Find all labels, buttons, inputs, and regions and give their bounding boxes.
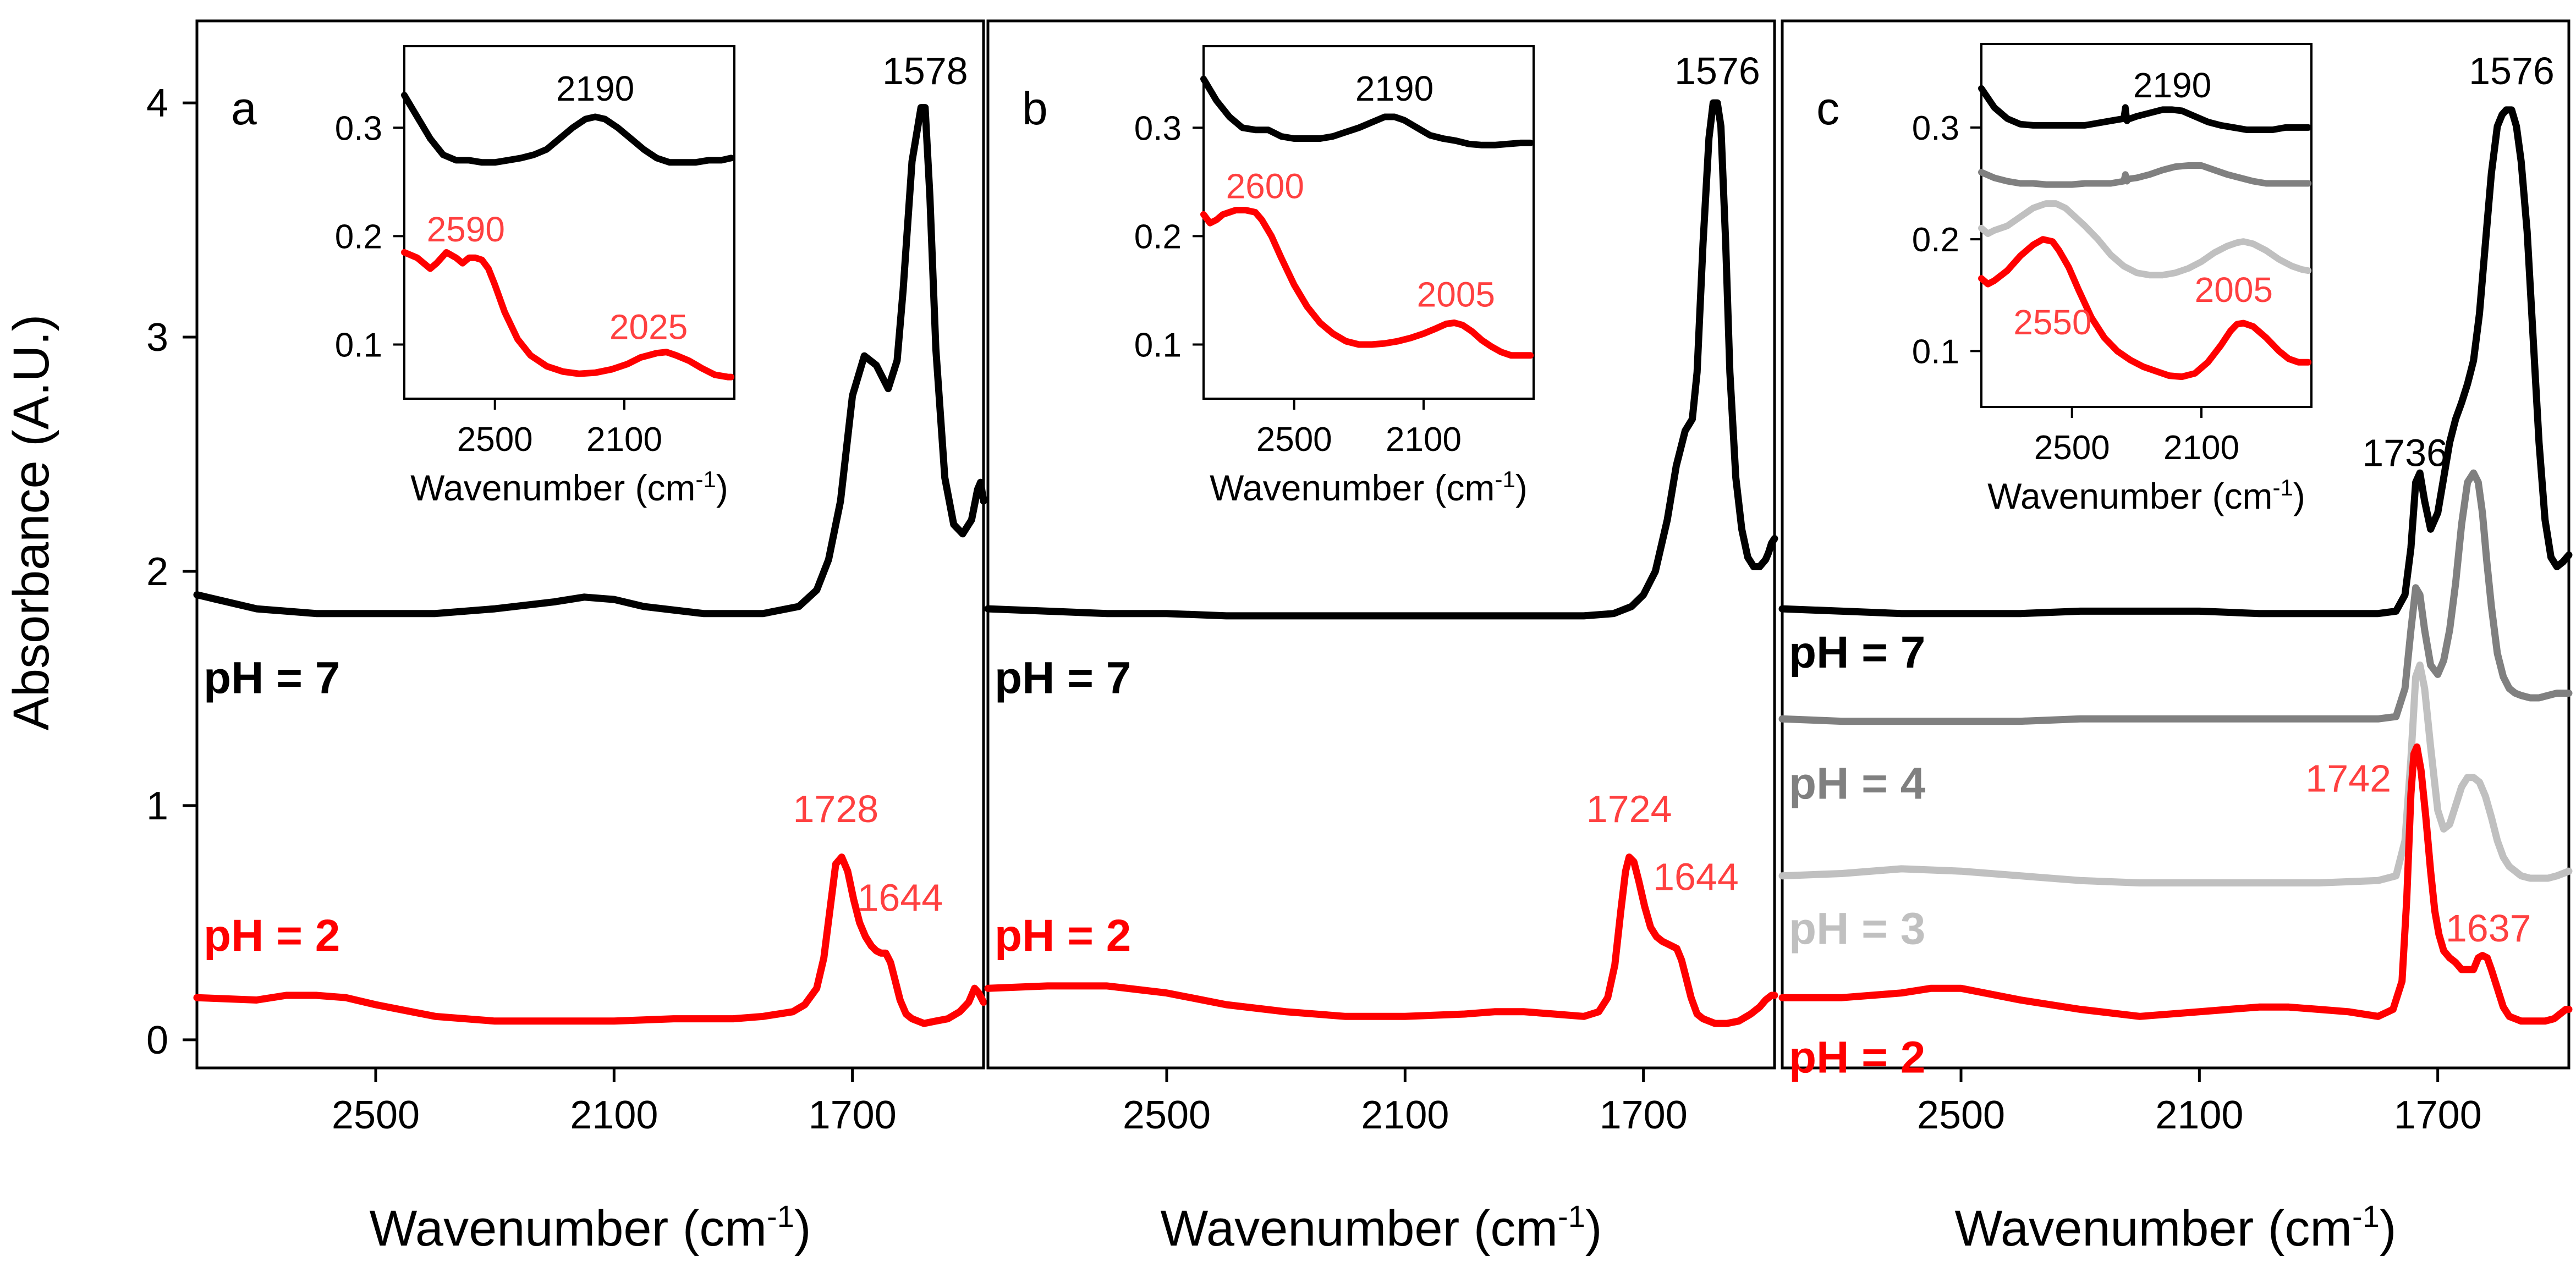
- inset-x-tick-label: 2100: [2163, 429, 2239, 467]
- panels-group: 2500 2100 1700 0 1 2 3 4 Wavenumber (cm-1) a pH = …: [146, 19, 2573, 1257]
- inset-series-line-pH4: [1978, 162, 2312, 188]
- inset-y-tick-label: 0.3: [1912, 109, 1959, 147]
- inset-a: 2500 2100 0.1 0.2 0.3 Wavenumber (cm-1) 2190 25…: [335, 45, 735, 508]
- ph-label: pH = 2: [1789, 1033, 1925, 1083]
- peak-label: 1728: [793, 787, 878, 830]
- series-line-pH2: [984, 853, 1778, 1027]
- peak-label: 1724: [1586, 787, 1672, 830]
- ph-label: pH = 2: [995, 911, 1131, 961]
- panel-letter: c: [1816, 82, 1839, 134]
- ph-label: pH = 7: [1789, 627, 1925, 677]
- inset-x-tick-label: 2100: [1386, 421, 1462, 459]
- inset-x-tick-label: 2500: [457, 421, 533, 459]
- inset-x-axis-title: Wavenumber (cm-1): [1987, 475, 2305, 516]
- panel-letter: a: [231, 82, 257, 134]
- inset-peak-label: 2190: [2133, 65, 2211, 105]
- panel-b: 2500 2100 1700 Wavenumber (cm-1) b pH = 7 pH =…: [984, 19, 1778, 1257]
- inset-peak-label: 2190: [556, 69, 634, 108]
- panel-letter: b: [1022, 82, 1048, 134]
- ph-label: pH = 7: [995, 653, 1131, 703]
- x-tick-label: 2100: [1361, 1093, 1449, 1137]
- inset-y-tick-label: 0.2: [1134, 218, 1182, 256]
- inset-y-tick-label: 0.3: [1134, 109, 1182, 147]
- panel-frame: [1781, 19, 2570, 1070]
- inset-frame: [1980, 43, 2313, 408]
- inset-peak-label: 2025: [609, 307, 688, 347]
- inset-peak-label: 2600: [1226, 166, 1304, 206]
- peak-label: 1644: [1653, 855, 1739, 898]
- series-line-pH4: [1778, 469, 2573, 725]
- inset-y-tick-label: 0.1: [1912, 333, 1959, 371]
- inset-frame: [403, 45, 735, 400]
- ph-label: pH = 3: [1789, 904, 1925, 954]
- y-axis-title: Absorbance (A.U.): [3, 315, 59, 731]
- x-tick-label: 2500: [1123, 1093, 1211, 1137]
- inset-y-tick-label: 0.1: [1134, 326, 1182, 364]
- inset-series-line-pH2: [1200, 207, 1534, 359]
- peak-label: 1644: [857, 877, 943, 919]
- inset-c: 2500 2100 0.1 0.2 0.3 Wavenumber (cm-1) 2190 25…: [1912, 43, 2313, 516]
- x-tick-label: 1700: [2394, 1093, 2482, 1137]
- x-axis-title: Wavenumber (cm-1): [1161, 1199, 1602, 1257]
- inset-y-tick-label: 0.2: [335, 218, 382, 256]
- x-tick-label: 2500: [332, 1093, 420, 1137]
- x-tick-label: 1700: [809, 1093, 897, 1137]
- peak-label: 1637: [2446, 907, 2531, 950]
- inset-peak-label: 2005: [1417, 274, 1495, 314]
- x-axis-title: Wavenumber (cm-1): [370, 1199, 811, 1257]
- y-tick-label: 1: [146, 784, 168, 828]
- inset-series-line-pH2: [1978, 236, 2312, 381]
- y-tick-label: 0: [146, 1018, 168, 1062]
- peak-label: 1578: [882, 49, 968, 92]
- panel-a: 2500 2100 1700 0 1 2 3 4 Wavenumber (cm-1) a pH = …: [146, 19, 987, 1257]
- inset-y-tick-label: 0.3: [335, 109, 382, 147]
- ph-label: pH = 7: [204, 653, 340, 703]
- series-line-pH7: [193, 104, 987, 618]
- inset-series-line-pH7: [401, 92, 735, 166]
- inset-peak-label: 2550: [2013, 302, 2091, 342]
- peak-label: 1576: [2469, 49, 2555, 92]
- series-line-pH2: [193, 853, 987, 1027]
- inset-b: 2500 2100 0.1 0.2 0.3 Wavenumber (cm-1) 2190 26…: [1134, 45, 1535, 508]
- peak-label: 1576: [1674, 49, 1760, 92]
- inset-x-tick-label: 2500: [2034, 429, 2110, 467]
- x-tick-label: 2100: [2155, 1093, 2243, 1137]
- inset-peak-label: 2590: [427, 210, 505, 249]
- inset-y-tick-label: 0.2: [1912, 221, 1959, 259]
- series-line-pH7: [984, 99, 1778, 620]
- peak-label: 1736: [2362, 431, 2448, 474]
- panel-c: 2500 2100 1700 Wavenumber (cm-1) c pH = 7 pH =…: [1778, 19, 2573, 1257]
- panel-frame: [195, 19, 985, 1070]
- inset-series-line-pH3: [1978, 200, 2312, 279]
- x-tick-label: 1700: [1600, 1093, 1688, 1137]
- x-tick-label: 2500: [1917, 1093, 2005, 1137]
- inset-peak-label: 2190: [1355, 69, 1433, 108]
- inset-peak-label: 2005: [2195, 270, 2273, 310]
- inset-y-tick-label: 0.1: [335, 326, 382, 364]
- x-axis-title: Wavenumber (cm-1): [1955, 1199, 2397, 1257]
- y-tick-label: 3: [146, 316, 168, 360]
- y-tick-label: 4: [146, 81, 168, 125]
- inset-series-line-pH7: [1200, 75, 1534, 148]
- peak-label: 1742: [2305, 757, 2391, 800]
- inset-series-line-pH7: [1978, 85, 2312, 133]
- series-line-pH3: [1778, 661, 2573, 886]
- inset-x-axis-title: Wavenumber (cm-1): [410, 466, 728, 508]
- series-line-pH2: [1778, 743, 2573, 1025]
- ph-label: pH = 2: [204, 911, 340, 961]
- inset-series-line-pH2: [401, 249, 735, 381]
- inset-x-tick-label: 2500: [1256, 421, 1332, 459]
- series-line-pH7: [1778, 106, 2573, 618]
- ph-label: pH = 4: [1789, 758, 1926, 808]
- inset-x-axis-title: Wavenumber (cm-1): [1210, 466, 1528, 508]
- y-tick-label: 2: [146, 550, 168, 594]
- x-tick-label: 2100: [570, 1093, 658, 1137]
- inset-x-tick-label: 2100: [586, 421, 662, 459]
